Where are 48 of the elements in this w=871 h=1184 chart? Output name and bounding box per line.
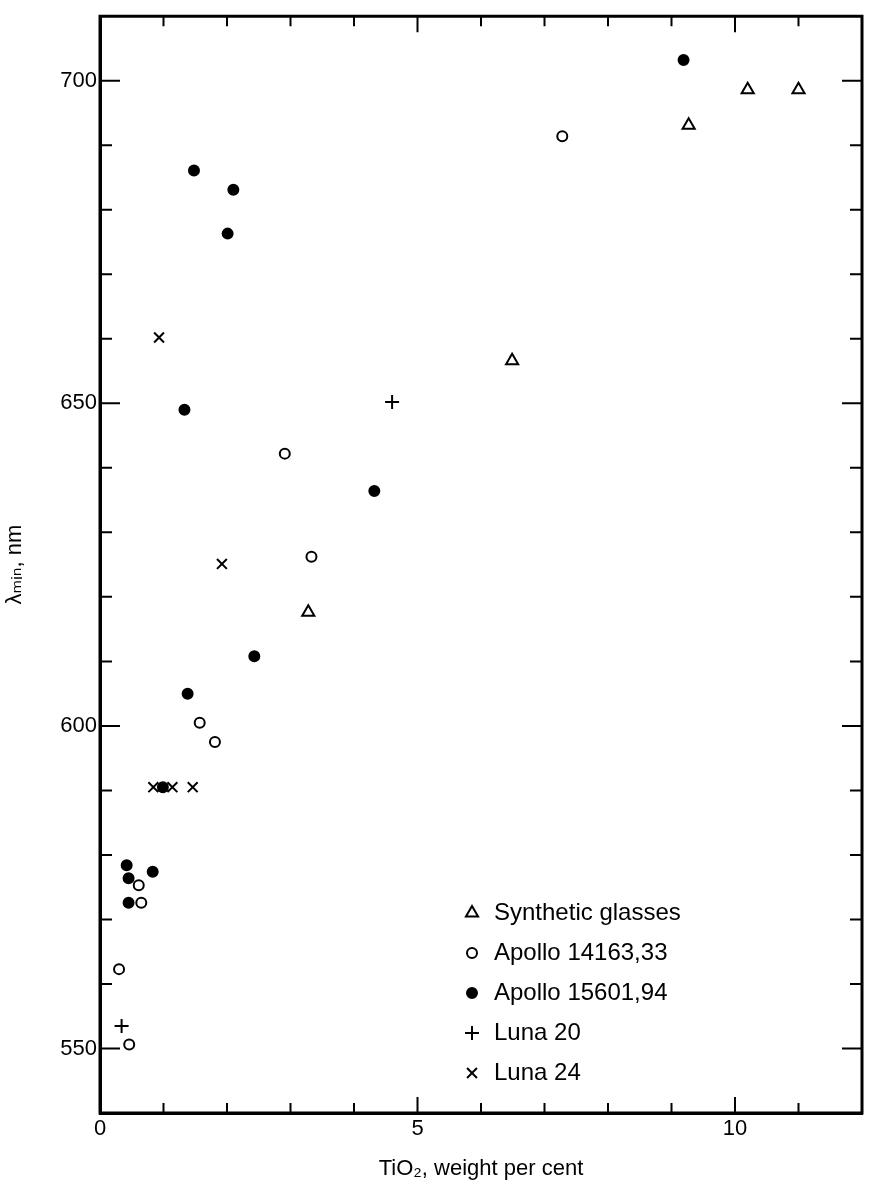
y-axis-title: λₘᵢₙ, nm	[1, 524, 27, 605]
point	[187, 164, 200, 177]
point	[123, 1038, 136, 1051]
y-tick-label: 600	[60, 711, 97, 737]
point	[113, 963, 126, 976]
point	[120, 859, 133, 872]
point	[153, 331, 166, 344]
point	[278, 447, 291, 460]
point	[193, 716, 206, 729]
point	[186, 781, 199, 794]
y-tick-label: 550	[60, 1034, 97, 1060]
legend-label: Synthetic glasses	[494, 897, 681, 925]
point	[248, 650, 261, 663]
point	[181, 687, 194, 700]
x-tick-label: 10	[722, 1115, 748, 1141]
point	[113, 1017, 130, 1034]
point	[132, 879, 145, 892]
point	[208, 736, 221, 749]
y-tick-label: 650	[60, 389, 97, 415]
point	[791, 81, 806, 95]
point	[215, 558, 228, 570]
point	[156, 781, 169, 794]
point	[147, 781, 160, 794]
point	[681, 117, 696, 130]
point	[301, 604, 316, 617]
legend-label: Luna 24	[494, 1057, 581, 1085]
x-tick-label: 5	[411, 1115, 424, 1141]
point	[178, 403, 191, 416]
point	[166, 781, 179, 794]
x-tick-label: 0	[93, 1115, 107, 1141]
legend-label: Luna 20	[494, 1017, 581, 1045]
x-axis-title: TiO₂, weight per cent	[378, 1154, 584, 1180]
point	[221, 227, 234, 240]
point	[146, 865, 159, 878]
point	[227, 183, 240, 196]
point	[677, 54, 690, 67]
legend-label: Apollo 15601,94	[494, 977, 668, 1005]
y-tick-label: 700	[60, 66, 97, 92]
point	[135, 896, 148, 909]
point	[122, 896, 135, 909]
point	[305, 550, 318, 563]
point	[505, 352, 520, 366]
point	[368, 485, 381, 498]
point	[122, 872, 135, 885]
point	[740, 81, 755, 95]
legend-label: Apollo 14163,33	[494, 937, 668, 965]
point	[556, 130, 569, 143]
point	[384, 394, 401, 411]
